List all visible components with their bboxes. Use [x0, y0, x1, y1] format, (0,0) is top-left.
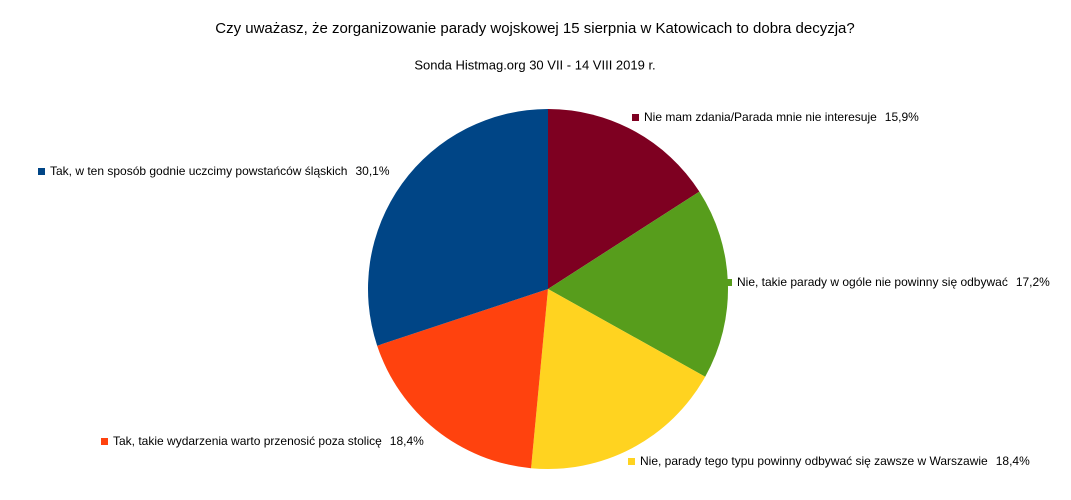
label-marker — [38, 168, 45, 175]
value-label: 17,2% — [1016, 275, 1050, 289]
category-label: Nie mam zdania/Parada mnie nie interesuj… — [644, 110, 877, 124]
value-label: 18,4% — [996, 454, 1030, 468]
category-label: Tak, w ten sposób godnie uczcimy powstań… — [50, 164, 347, 178]
label-marker — [725, 279, 732, 286]
category-label: Nie, takie parady w ogóle nie powinny si… — [737, 275, 1008, 289]
category-label: Nie, parady tego typu powinny odbywać si… — [640, 454, 988, 468]
chart-title: Czy uważasz, że zorganizowanie parady wo… — [215, 20, 855, 37]
value-label: 18,4% — [390, 434, 424, 448]
label-marker — [101, 438, 108, 445]
pie-slice — [368, 109, 548, 346]
chart-subtitle: Sonda Histmag.org 30 VII - 14 VIII 2019 … — [414, 57, 655, 72]
pie-slice — [377, 289, 548, 469]
pie-slice — [531, 289, 706, 469]
value-label: 15,9% — [885, 110, 919, 124]
label-marker — [628, 458, 635, 465]
value-label: 30,1% — [355, 164, 389, 178]
pie-slice — [548, 191, 728, 377]
category-label: Tak, takie wydarzenia warto przenosić po… — [113, 434, 382, 448]
label-marker — [632, 114, 639, 121]
pie-slice — [548, 109, 700, 289]
